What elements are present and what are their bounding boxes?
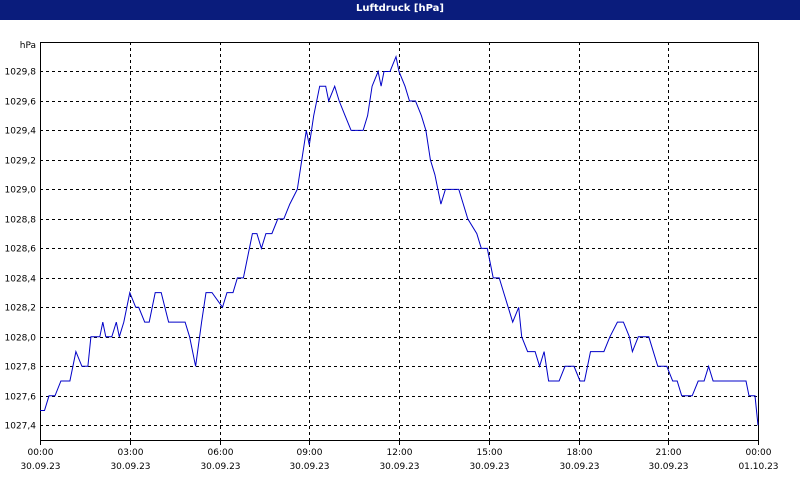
- y-tick-label: 1028,4: [5, 275, 37, 285]
- y-tick-label: 1028,0: [5, 334, 37, 344]
- x-tick-time-label: 12:00: [387, 448, 413, 458]
- y-tick-label: 1029,8: [5, 68, 37, 78]
- x-tick-date-label: 30.09.23: [648, 462, 688, 472]
- chart-title: Luftdruck [hPa]: [356, 3, 444, 14]
- y-tick-label: 1028,2: [5, 304, 37, 314]
- series-layer: [40, 54, 759, 426]
- title-bar: Luftdruck [hPa]: [0, 0, 800, 20]
- x-tick-time-label: 03:00: [118, 448, 144, 458]
- x-tick-date-label: 30.09.23: [559, 462, 599, 472]
- x-tick-date-label: 30.09.23: [20, 462, 60, 472]
- x-tick-time-label: 21:00: [656, 448, 682, 458]
- x-tick-date-label: 01.10.23: [738, 462, 778, 472]
- x-tick-date-label: 30.09.23: [379, 462, 419, 472]
- grid-lines: [40, 42, 758, 440]
- y-tick-label: 1029,6: [5, 98, 37, 108]
- y-tick-label: 1028,8: [5, 216, 37, 226]
- y-tick-label: 1028,6: [5, 245, 37, 255]
- y-tick-label: 1029,2: [5, 157, 37, 167]
- x-tick-time-label: 15:00: [477, 448, 503, 458]
- x-tick-date-label: 30.09.23: [469, 462, 509, 472]
- x-tick-labels: 00:00 30.09.23 03:00 30.09.23 06:00 30.09.23 0…: [20, 448, 778, 472]
- y-axis-label: hPa: [20, 41, 36, 51]
- y-tick-label: 1029,4: [5, 127, 37, 137]
- x-tick-date-label: 30.09.23: [200, 462, 240, 472]
- y-tick-label: 1027,6: [5, 393, 37, 403]
- y-tick-label: 1027,8: [5, 363, 37, 373]
- y-tick-label: 1027,4: [5, 422, 37, 432]
- y-tick-label: 1029,0: [5, 186, 37, 196]
- line-chart: 1027,4 1027,6 1027,8 1028,0 1028,2 1028,4 1028…: [5, 41, 779, 472]
- x-tick-time-label: 06:00: [208, 448, 234, 458]
- y-tick-labels: 1027,4 1027,6 1027,8 1028,0 1028,2 1028,4 1028…: [5, 41, 37, 432]
- x-tick-time-label: 09:00: [297, 448, 323, 458]
- x-tick-date-label: 30.09.23: [110, 462, 150, 472]
- plot-frame: [40, 42, 759, 441]
- x-tick-time-label: 18:00: [567, 448, 593, 458]
- x-tick-time-label: 00:00: [746, 448, 772, 458]
- pressure-series-line: [40, 54, 759, 426]
- x-tick-time-label: 00:00: [28, 448, 54, 458]
- x-tick-date-label: 30.09.23: [289, 462, 329, 472]
- axes: [40, 42, 759, 445]
